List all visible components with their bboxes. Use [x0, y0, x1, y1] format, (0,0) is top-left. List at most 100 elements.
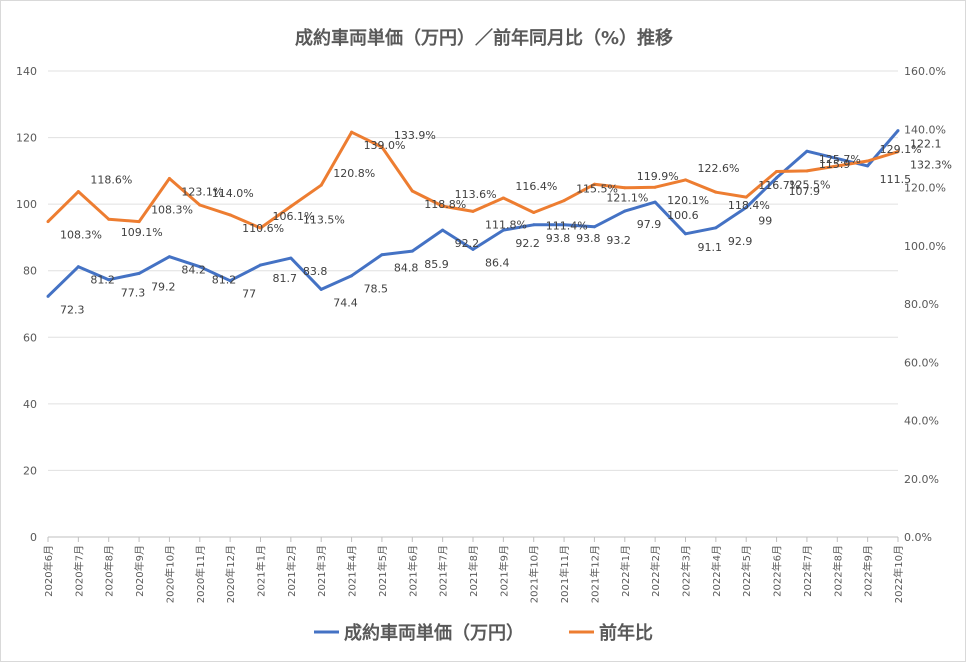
x-tick-label: 2021年12月	[588, 545, 601, 603]
yoy-point	[167, 176, 171, 180]
yoy-data-label: 115.5%	[576, 183, 618, 196]
yoy-point	[592, 182, 596, 186]
x-tick-label: 2020年8月	[103, 545, 116, 597]
price-point	[137, 271, 141, 275]
yoy-data-label: 110.6%	[242, 222, 284, 235]
yoy-data-label: 123.1%	[181, 185, 223, 198]
price-series-line	[46, 129, 900, 298]
x-tick-label: 2022年8月	[831, 545, 844, 597]
yoy-point	[562, 199, 566, 203]
left-axis: 0 20 40 60 80 100 120 140	[16, 65, 37, 544]
x-axis: 2020年6月 2020年7月 2020年8月 2020年9月 2020年10月 2020…	[42, 537, 905, 603]
price-data-label: 81.7	[273, 272, 298, 285]
price-data-label: 92.2	[455, 237, 480, 250]
yoy-point	[350, 130, 354, 134]
x-tick-label: 2022年4月	[710, 545, 723, 597]
price-point	[896, 129, 900, 133]
x-tick-label: 2020年10月	[163, 545, 176, 603]
yoy-data-label: 122.6%	[698, 162, 740, 175]
x-tick-label: 2021年10月	[528, 545, 541, 603]
x-tick-label: 2020年9月	[133, 545, 146, 597]
x-tick-label: 2021年4月	[346, 545, 359, 597]
right-tick-label: 20.0%	[904, 473, 939, 486]
x-tick-label: 2020年6月	[42, 545, 55, 597]
right-tick-label: 120.0%	[904, 182, 946, 195]
price-data-label: 86.4	[485, 256, 510, 269]
price-point	[46, 294, 50, 298]
yoy-data-label: 114.0%	[212, 187, 254, 200]
yoy-data-label: 120.8%	[333, 167, 375, 180]
x-tick-label: 2022年9月	[862, 545, 875, 597]
price-point	[107, 278, 111, 282]
yoy-point	[259, 226, 262, 230]
price-data-label: 92.2	[515, 237, 540, 250]
price-data-label: 93.8	[576, 232, 601, 245]
price-point	[289, 256, 293, 260]
left-tick-label: 80	[23, 265, 37, 278]
left-tick-label: 40	[23, 398, 37, 411]
x-tick-label: 2021年8月	[467, 545, 480, 597]
price-data-label: 107.9	[789, 185, 821, 198]
yoy-point	[805, 169, 809, 173]
data-labels: 72.3 81.2 77.3 79.2 84.2 81.2 77 81.7 83.8 74.4 78…	[60, 129, 952, 316]
price-point	[562, 223, 566, 227]
price-point	[410, 249, 414, 253]
left-tick-label: 140	[16, 65, 37, 78]
price-data-label: 77	[242, 288, 256, 301]
yoy-point	[198, 203, 202, 207]
yoy-data-label: 109.1%	[121, 226, 163, 239]
price-data-label: 122.1	[910, 138, 942, 151]
left-tick-label: 0	[30, 531, 37, 544]
right-tick-label: 40.0%	[904, 415, 939, 428]
yoy-data-label: 132.3%	[910, 159, 952, 172]
yoy-point	[410, 189, 414, 193]
legend-label-price: 成約車両単価（万円）	[344, 622, 524, 644]
price-data-label: 85.9	[424, 258, 449, 271]
yoy-data-label: 116.4%	[515, 180, 557, 193]
yoy-point	[46, 220, 50, 224]
yoy-point	[137, 220, 141, 224]
yoy-point	[501, 196, 505, 200]
yoy-data-label: 113.6%	[455, 188, 497, 201]
price-point	[805, 149, 809, 153]
yoy-point	[866, 159, 870, 163]
price-point	[775, 176, 779, 180]
yoy-point	[319, 183, 323, 187]
price-data-label: 84.2	[181, 264, 206, 277]
right-tick-label: 100.0%	[904, 240, 946, 253]
price-point	[259, 263, 262, 267]
yoy-data-label: 120.1%	[667, 194, 709, 207]
x-tick-label: 2021年3月	[315, 545, 328, 597]
price-point	[501, 228, 505, 232]
price-data-label: 93.8	[546, 232, 571, 245]
yoy-data-label: 118.4%	[728, 199, 770, 212]
x-tick-label: 2020年12月	[224, 545, 237, 603]
yoy-data-label: 111.4%	[546, 220, 588, 233]
left-tick-label: 100	[16, 198, 37, 211]
yoy-data-label: 118.8%	[424, 198, 466, 211]
x-tick-label: 2022年3月	[680, 545, 693, 597]
price-point	[228, 279, 232, 283]
price-data-label: 81.2	[212, 274, 237, 287]
x-tick-label: 2021年6月	[406, 545, 419, 597]
legend-label-yoy: 前年比	[599, 622, 653, 644]
price-data-label: 78.5	[364, 283, 389, 296]
price-data-label: 92.9	[728, 235, 753, 248]
yoy-data-label: 108.3%	[151, 204, 193, 217]
yoy-data-label: 139.0%	[364, 139, 406, 152]
price-point	[623, 209, 627, 213]
price-point	[380, 253, 384, 257]
legend: 成約車両単価（万円） 前年比	[314, 622, 653, 644]
yoy-point	[684, 178, 687, 182]
x-tick-label: 2021年2月	[285, 545, 298, 597]
price-point	[744, 205, 748, 209]
price-point	[76, 265, 80, 269]
yoy-series-line	[46, 130, 899, 230]
price-data-label: 97.9	[637, 218, 662, 231]
yoy-point	[441, 204, 445, 208]
yoy-point	[775, 169, 779, 173]
right-tick-label: 80.0%	[904, 298, 939, 311]
price-data-label: 93.2	[606, 234, 631, 247]
